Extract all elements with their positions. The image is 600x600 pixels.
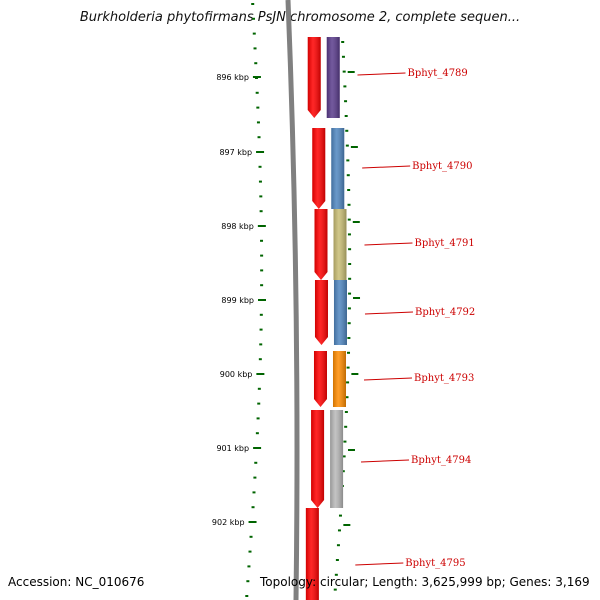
kbp-ruler: 896 kbp 897 kbp 898 kbp 899 kbp 900 kbp 901 k…	[212, 3, 361, 597]
tick-label: 898 kbp	[221, 222, 254, 231]
accession-text: Accession: NC_010676	[8, 575, 145, 589]
tick-label: 902 kbp	[212, 518, 245, 527]
gene-feature-shading	[332, 351, 346, 407]
gene-feature-track	[326, 37, 347, 508]
tick-label: 896 kbp	[216, 73, 249, 82]
gene-label[interactable]: Bphyt_4794	[411, 455, 471, 466]
gene-feature-shading	[331, 128, 345, 209]
label-leader-line	[357, 72, 406, 76]
tick-label: 900 kbp	[220, 370, 253, 379]
cds-arrow-shading	[307, 37, 321, 118]
cds-arrow-shading	[314, 209, 328, 280]
map-title: Burkholderia phytofirmans PsJN chromosom…	[79, 10, 521, 25]
label-leader-line	[364, 242, 413, 246]
cds-arrow-shading	[311, 410, 325, 508]
cds-arrow-shading	[313, 351, 327, 407]
tick-label: 899 kbp	[221, 296, 254, 305]
label-leader-line	[363, 377, 413, 381]
gene-label[interactable]: Bphyt_4790	[412, 161, 472, 172]
gene-label[interactable]: Bphyt_4789	[407, 68, 467, 79]
topology-text: Topology: circular; Length: 3,625,999 bp…	[260, 575, 590, 589]
gene-feature-shading	[333, 280, 347, 345]
gene-labels: Bphyt_4789 Bphyt_4790 Bphyt_4791 Bphyt_4792…	[355, 68, 475, 569]
cds-arrow-shading	[312, 128, 326, 209]
gene-label[interactable]: Bphyt_4795	[405, 558, 465, 569]
gene-label[interactable]: Bphyt_4792	[415, 307, 475, 318]
label-leader-line	[361, 459, 410, 463]
label-leader-line	[355, 562, 404, 566]
cds-arrow-shading	[305, 508, 319, 600]
gene-feature-shading	[326, 37, 340, 118]
gene-feature-shading	[333, 209, 347, 280]
cds-track	[305, 37, 328, 600]
gene-feature-shading	[330, 410, 344, 508]
tick-label: 897 kbp	[219, 148, 252, 157]
cds-arrow-shading	[314, 280, 328, 345]
chromosome-backbone	[285, 0, 300, 600]
gene-label[interactable]: Bphyt_4791	[414, 238, 474, 249]
gene-label[interactable]: Bphyt_4793	[414, 373, 474, 384]
label-leader-line	[364, 311, 413, 315]
label-leader-line	[362, 165, 411, 169]
tick-label: 901 kbp	[216, 444, 249, 453]
